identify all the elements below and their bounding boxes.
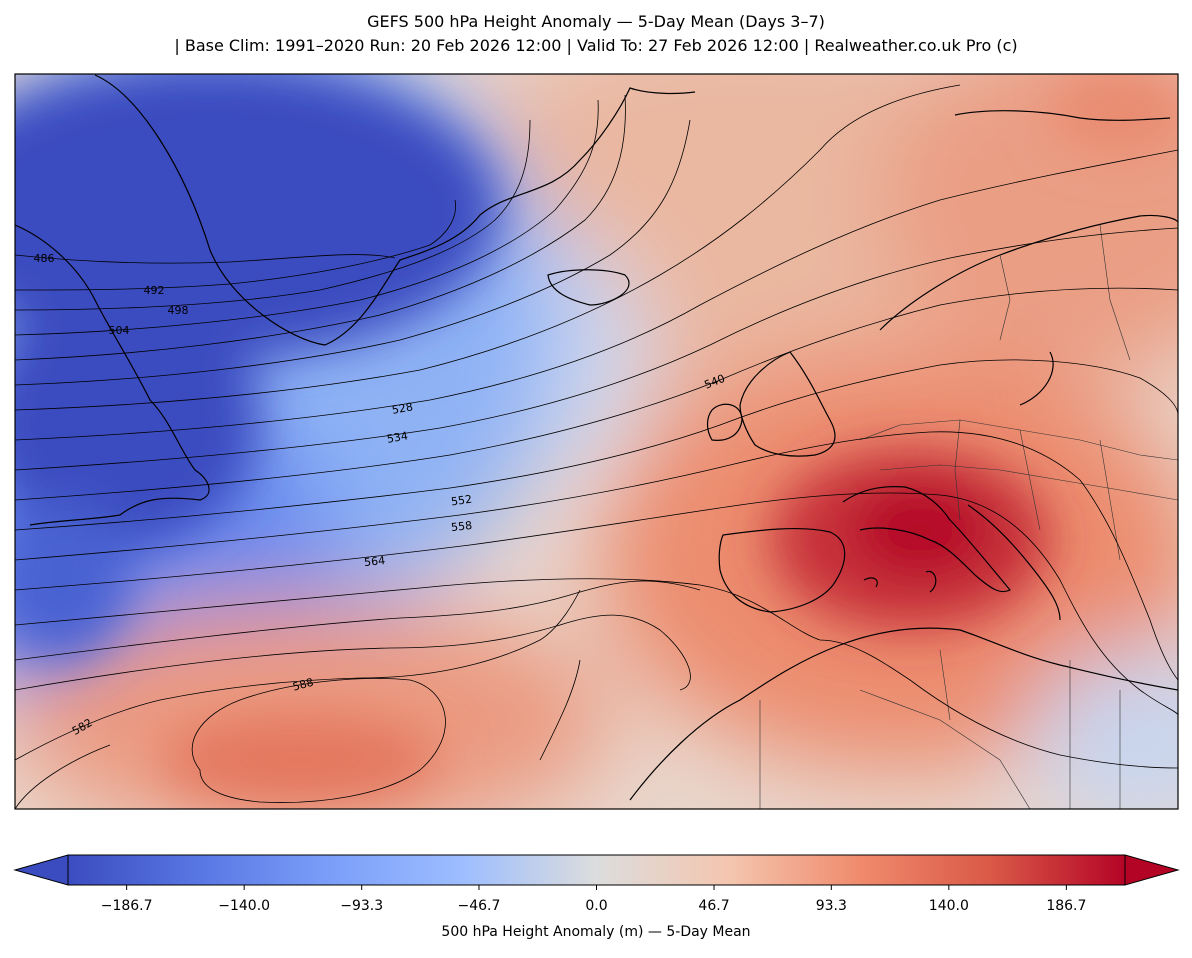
colorbar-min-extend — [13, 854, 69, 886]
contour-label: 558 — [451, 519, 473, 534]
colorbar-tick-label: 186.7 — [1046, 898, 1087, 914]
colorbar-tick-label: 0.0 — [585, 898, 608, 914]
colorbar-bar — [67, 854, 1126, 886]
contour-label: 564 — [364, 554, 386, 569]
country-borders — [759, 224, 1178, 809]
chart-subtitle: | Base Clim: 1991–2020 Run: 20 Feb 2026 … — [174, 36, 1018, 55]
colorbar-tick-label: 140.0 — [928, 898, 969, 914]
colorbar-tick-label: −140.0 — [218, 898, 271, 914]
colorbar-tick-label: −46.7 — [457, 898, 501, 914]
height-contours — [15, 84, 1178, 809]
contour-label: 492 — [144, 284, 165, 297]
contour-label: 588 — [291, 676, 315, 694]
colorbar — [13, 854, 1180, 890]
colorbar-max-extend — [1124, 854, 1180, 886]
contour-label: 504 — [109, 324, 130, 337]
colorbar-title: 500 hPa Height Anomaly (m) — 5-Day Mean — [441, 924, 751, 940]
contour-label: 534 — [386, 429, 409, 445]
contour-label: 528 — [391, 400, 414, 416]
colorbar-tick-label: 93.3 — [815, 898, 847, 914]
contour-label: 498 — [168, 304, 189, 317]
coastlines — [15, 74, 1178, 801]
colorbar-tick-label: −93.3 — [340, 898, 384, 914]
map-frame — [14, 73, 1179, 810]
chart-title: GEFS 500 hPa Height Anomaly — 5-Day Mean… — [367, 12, 825, 31]
colorbar-tick-label: 46.7 — [698, 898, 730, 914]
contour-label: 486 — [34, 252, 55, 265]
contour-label: 552 — [450, 493, 473, 509]
colorbar-tick-label: −186.7 — [100, 898, 153, 914]
